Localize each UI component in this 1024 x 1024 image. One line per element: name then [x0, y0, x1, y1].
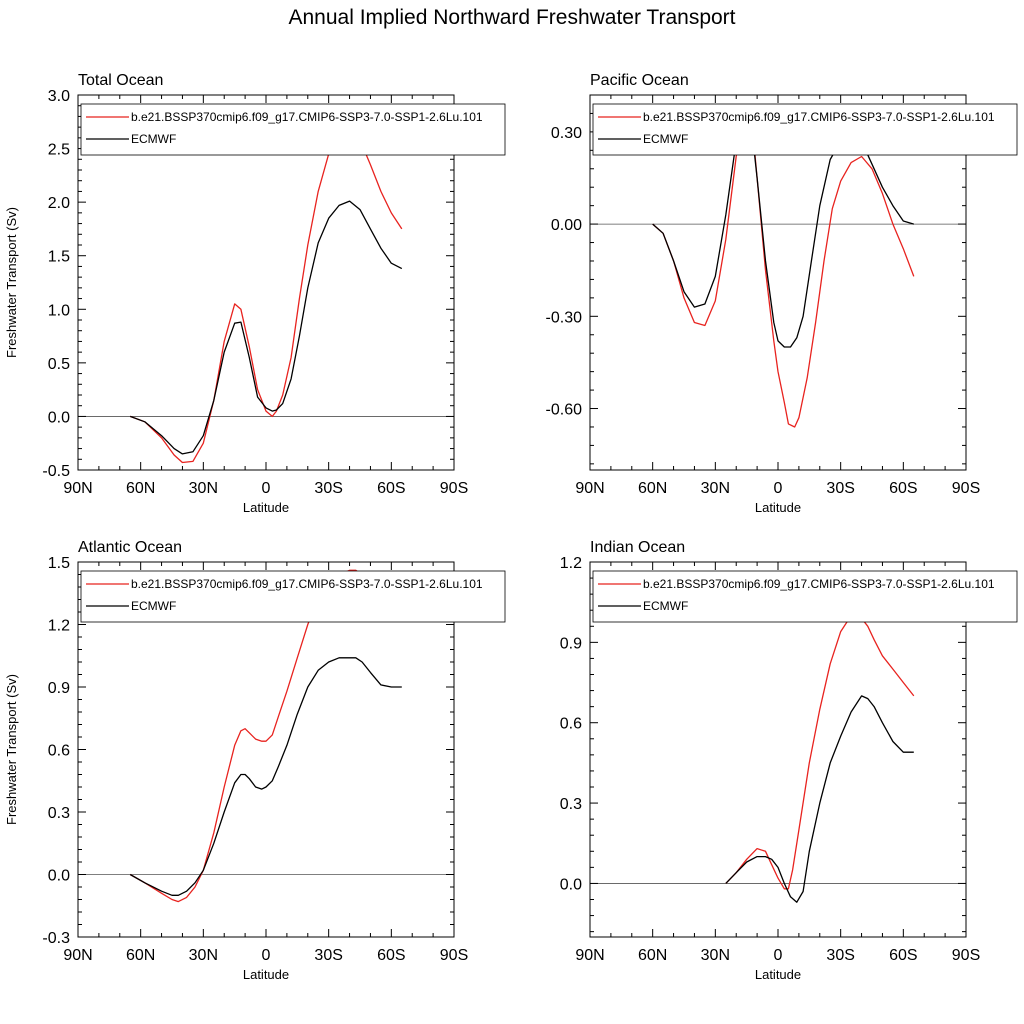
x-tick-label: 60N	[638, 480, 667, 497]
legend-label: b.e21.BSSP370cmip6.f09_g17.CMIP6-SSP3-7.…	[643, 110, 995, 124]
y-tick-label: 0.3	[48, 805, 70, 822]
y-axis-title: Freshwater Transport (Sv)	[4, 207, 19, 358]
x-tick-label: 90S	[952, 947, 980, 964]
panel-indian-ocean: Indian Ocean 90N 60N 30N 0 30S 60S 90S 0.0 0.3 0.6…	[560, 539, 1018, 982]
y-tick-label: 0.9	[560, 635, 582, 652]
series-line-b-e21-bssp370cmip6-f09-g17-cmip6-ssp3-7-0-ssp1-2-6lu-101	[725, 614, 915, 890]
legend-box	[592, 103, 1018, 156]
x-tick-label: 30N	[701, 947, 730, 964]
legend-box	[80, 570, 506, 623]
x-tick-label: 60N	[126, 480, 155, 497]
series-line-ecmwf	[129, 657, 402, 896]
y-tick-label: 0.30	[551, 125, 582, 142]
y-tick-label: 2.0	[48, 195, 70, 212]
x-tick-label: 30S	[314, 480, 342, 497]
series-line-ecmwf	[129, 200, 403, 455]
y-tick-label: 3.0	[48, 88, 70, 105]
x-tick-label: 90N	[63, 480, 92, 497]
x-tick-label: 0	[262, 947, 271, 964]
y-tick-label: 0.6	[48, 743, 70, 760]
y-tick-label: 0.6	[560, 716, 582, 733]
x-tick-label: 60S	[377, 947, 405, 964]
legend-label: ECMWF	[131, 132, 176, 146]
x-tick-label: 30N	[701, 480, 730, 497]
x-axis-title: Latitude	[243, 500, 289, 515]
x-tick-label: 90S	[952, 480, 980, 497]
y-tick-label: 0.00	[551, 217, 582, 234]
x-tick-label: 30N	[189, 480, 218, 497]
y-tick-label: -0.30	[546, 309, 583, 326]
series-line-b-e21-bssp370cmip6-f09-g17-cmip6-ssp3-7-0-ssp1-2-6lu-101	[129, 569, 403, 903]
y-tick-label: 1.0	[48, 302, 70, 319]
x-tick-label: 30S	[826, 480, 854, 497]
x-tick-label: 90S	[440, 947, 468, 964]
x-axis-title: Latitude	[755, 967, 801, 982]
series-line-b-e21-bssp370cmip6-f09-g17-cmip6-ssp3-7-0-ssp1-2-6lu-101	[652, 112, 915, 428]
panel-total-ocean: Total Ocean 90N 60N 30N 0 30S 60S 90S -0.5 0.0 0.5…	[4, 72, 506, 515]
panel-atlantic-ocean: Atlantic Ocean 90N 60N 30N 0 30S 60S 90S -0.3 0.0…	[4, 539, 506, 982]
y-tick-label: 1.5	[48, 555, 70, 572]
x-axis-title: Latitude	[755, 500, 801, 515]
legend-label: ECMWF	[643, 132, 688, 146]
panel-title: Atlantic Ocean	[78, 539, 182, 556]
y-axis-title: Freshwater Transport (Sv)	[4, 674, 19, 825]
panel-title: Indian Ocean	[590, 539, 685, 556]
legend-box	[592, 570, 1018, 623]
panel-pacific-ocean: Pacific Ocean 90N 60N 30N 0 30S 60S 90S -0.60 -0.…	[546, 72, 1018, 515]
figure-title: Annual Implied Northward Freshwater Tran…	[288, 6, 736, 29]
x-tick-label: 90N	[575, 947, 604, 964]
y-tick-label: 1.5	[48, 249, 70, 266]
x-tick-label: 0	[262, 480, 271, 497]
legend-label: ECMWF	[643, 599, 688, 613]
legend-label: b.e21.BSSP370cmip6.f09_g17.CMIP6-SSP3-7.…	[643, 577, 995, 591]
x-tick-label: 30N	[189, 947, 218, 964]
y-tick-label: 0.0	[48, 868, 70, 885]
x-tick-label: 90S	[440, 480, 468, 497]
legend-label: b.e21.BSSP370cmip6.f09_g17.CMIP6-SSP3-7.…	[131, 577, 483, 591]
x-tick-label: 60N	[126, 947, 155, 964]
x-tick-label: 30S	[826, 947, 854, 964]
y-tick-label: 0.0	[48, 409, 70, 426]
y-tick-label: 0.9	[48, 680, 70, 697]
x-axis-title: Latitude	[243, 967, 289, 982]
x-tick-label: 60S	[889, 480, 917, 497]
y-tick-label: -0.5	[42, 463, 70, 480]
series-line-b-e21-bssp370cmip6-f09-g17-cmip6-ssp3-7-0-ssp1-2-6lu-101	[129, 128, 403, 464]
panel-title: Pacific Ocean	[590, 72, 689, 89]
x-tick-label: 30S	[314, 947, 342, 964]
y-tick-label: 0.0	[560, 876, 582, 893]
x-tick-label: 60S	[889, 947, 917, 964]
legend-label: ECMWF	[131, 599, 176, 613]
y-tick-label: -0.3	[42, 930, 70, 947]
y-tick-label: 1.2	[48, 618, 70, 635]
y-tick-label: 0.3	[560, 796, 582, 813]
x-tick-label: 90N	[575, 480, 604, 497]
x-tick-label: 0	[774, 947, 783, 964]
panel-title: Total Ocean	[78, 72, 163, 89]
y-tick-label: 1.2	[560, 555, 582, 572]
legend-label: b.e21.BSSP370cmip6.f09_g17.CMIP6-SSP3-7.…	[131, 110, 483, 124]
y-tick-label: 2.5	[48, 142, 70, 159]
x-tick-label: 60S	[377, 480, 405, 497]
y-tick-label: 0.5	[48, 356, 70, 373]
legend-box	[80, 103, 506, 156]
x-tick-label: 90N	[63, 947, 92, 964]
y-tick-label: -0.60	[546, 402, 583, 419]
series-line-ecmwf	[725, 695, 914, 903]
x-tick-label: 0	[774, 480, 783, 497]
x-tick-label: 60N	[638, 947, 667, 964]
